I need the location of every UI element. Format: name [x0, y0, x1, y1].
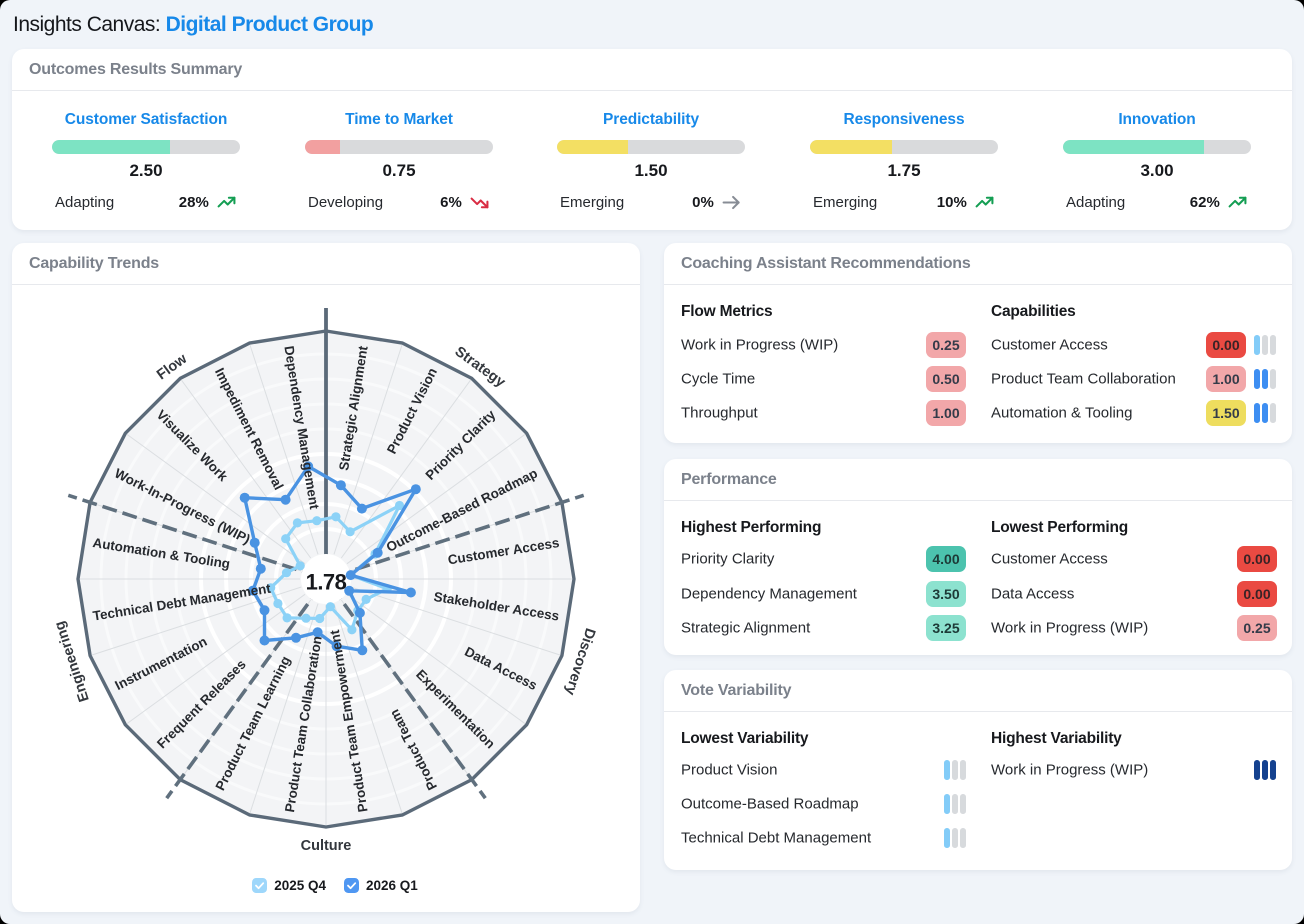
svg-text:1.78: 1.78 — [306, 570, 347, 595]
svg-text:Culture: Culture — [301, 838, 352, 854]
svg-text:Discovery: Discovery — [561, 626, 598, 697]
